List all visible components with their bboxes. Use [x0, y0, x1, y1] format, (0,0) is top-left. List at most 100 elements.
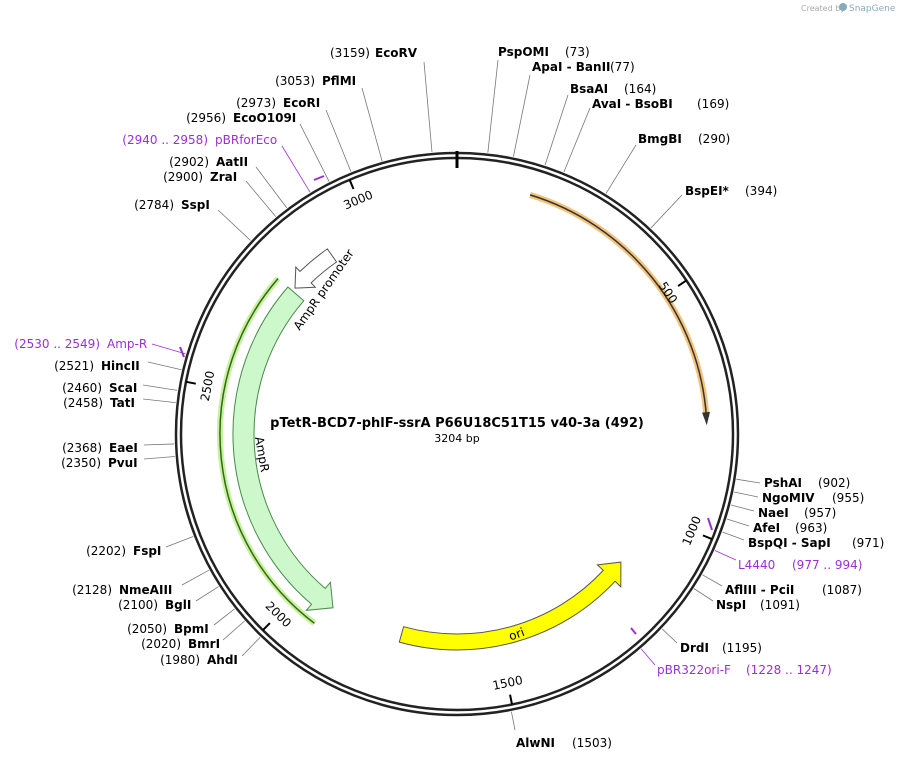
site-name: EcoRI: [283, 96, 320, 110]
site-name: HincII: [101, 359, 140, 373]
site-leader: [722, 531, 745, 541]
site-position: (2100): [118, 598, 158, 612]
site-leader: [281, 145, 311, 193]
site-name: TatI: [110, 396, 135, 410]
site-leader: [544, 94, 569, 166]
site-position: (955): [832, 491, 864, 505]
site-leader: [726, 518, 750, 527]
site-name: ScaI: [109, 381, 137, 395]
ori-arrow: [398, 561, 622, 651]
site-leader: [165, 536, 194, 548]
site-position: (2050): [127, 622, 167, 636]
ampr-arrow: [232, 286, 334, 612]
site-leader: [325, 109, 352, 172]
ruler-label: 2500: [198, 370, 218, 403]
site-leader: [299, 123, 330, 182]
ruler-tick: [702, 534, 713, 541]
site-name: L4440: [738, 558, 775, 572]
orange-feature-glow: [529, 192, 710, 417]
primer-mark: [179, 346, 185, 358]
site-position: (3053): [275, 74, 315, 88]
site-name: BmgBI: [638, 132, 682, 146]
site-position: (2521): [54, 359, 94, 373]
site-leader: [423, 61, 433, 153]
site-name: PflMI: [322, 74, 356, 88]
site-position: (2458): [63, 396, 103, 410]
site-position: (977 .. 994): [792, 558, 862, 572]
site-name: PspOMI: [498, 45, 549, 59]
orange-feature-line: [529, 194, 708, 417]
site-leader: [661, 628, 678, 644]
brand-created-by: Created by: [801, 4, 845, 13]
ampr-line: [219, 278, 315, 624]
site-name: NgoMIV: [762, 491, 815, 505]
site-position: (2784): [134, 198, 174, 212]
site-name: AvaI - BsoBI: [592, 97, 673, 111]
ruler-tick: [185, 380, 196, 385]
site-position: (2128): [72, 583, 112, 597]
site-position: (2973): [236, 96, 276, 110]
site-leader: [217, 209, 251, 241]
site-name: BsaAI: [570, 82, 608, 96]
site-position: (902): [818, 476, 850, 490]
site-name: NmeAIII: [119, 583, 172, 597]
site-name: Amp-R: [107, 337, 147, 351]
site-position: (2020): [141, 637, 181, 651]
site-position: (971): [852, 536, 884, 550]
site-leader: [714, 550, 737, 561]
site-position: (164): [624, 82, 656, 96]
site-leader: [640, 648, 656, 666]
site-position: (1980): [160, 653, 200, 667]
site-name: ZraI: [210, 170, 237, 184]
site-leader: [245, 180, 277, 217]
site-leader: [730, 504, 755, 512]
site-leader: [650, 194, 683, 229]
site-leader: [693, 588, 714, 602]
ruler-label: 1000: [680, 514, 705, 548]
site-name: BglI: [165, 598, 191, 612]
site-name: EcoO109I: [233, 111, 296, 125]
primer-mark: [630, 627, 637, 635]
site-leader: [143, 443, 175, 446]
site-name: NspI: [716, 598, 746, 612]
site-position: (1091): [760, 598, 800, 612]
site-position: (2202): [86, 544, 126, 558]
site-position: (1195): [722, 641, 762, 655]
site-leader: [142, 398, 176, 404]
site-name: pBR322ori-F: [657, 663, 731, 677]
site-name: PvuI: [108, 456, 138, 470]
site-position: (2940 .. 2958): [122, 133, 208, 147]
site-position: (963): [795, 521, 827, 535]
site-name: ApaI - BanII: [532, 60, 611, 74]
site-name: NaeI: [758, 506, 789, 520]
ruler-label: 3000: [341, 188, 375, 213]
site-leader: [222, 620, 245, 641]
site-leader: [733, 491, 759, 498]
feature-label: ori: [507, 625, 526, 643]
plasmid-title: pTetR-BCD7-phlF-ssrA P66U18C51T15 v40-3a…: [270, 416, 644, 431]
site-name: pBRforEco: [215, 133, 277, 147]
site-leader: [255, 166, 288, 209]
site-position: (957): [804, 506, 836, 520]
ruler-tick: [677, 279, 687, 287]
site-leader: [563, 107, 591, 173]
promoter-arrow: [294, 248, 338, 289]
site-position: (1503): [572, 736, 612, 750]
brand-product: SnapGene: [849, 4, 896, 14]
site-name: AlwNI: [516, 736, 555, 750]
site-position: (2460): [62, 381, 102, 395]
brand-logo: [839, 3, 847, 11]
site-name: AatII: [216, 155, 248, 169]
ruler-tick: [262, 622, 271, 631]
site-leader: [151, 343, 186, 355]
site-leader: [605, 144, 637, 194]
site-leader: [142, 384, 178, 391]
site-name: AflIII - PciI: [725, 583, 794, 597]
site-name: PshAI: [764, 476, 802, 490]
site-position: (3159): [330, 46, 370, 60]
ruler-tick: [509, 694, 514, 705]
site-name: BpmI: [174, 622, 209, 636]
site-leader: [487, 59, 499, 153]
site-name: AhdI: [207, 653, 238, 667]
feature-label: AmpR: [252, 435, 272, 473]
